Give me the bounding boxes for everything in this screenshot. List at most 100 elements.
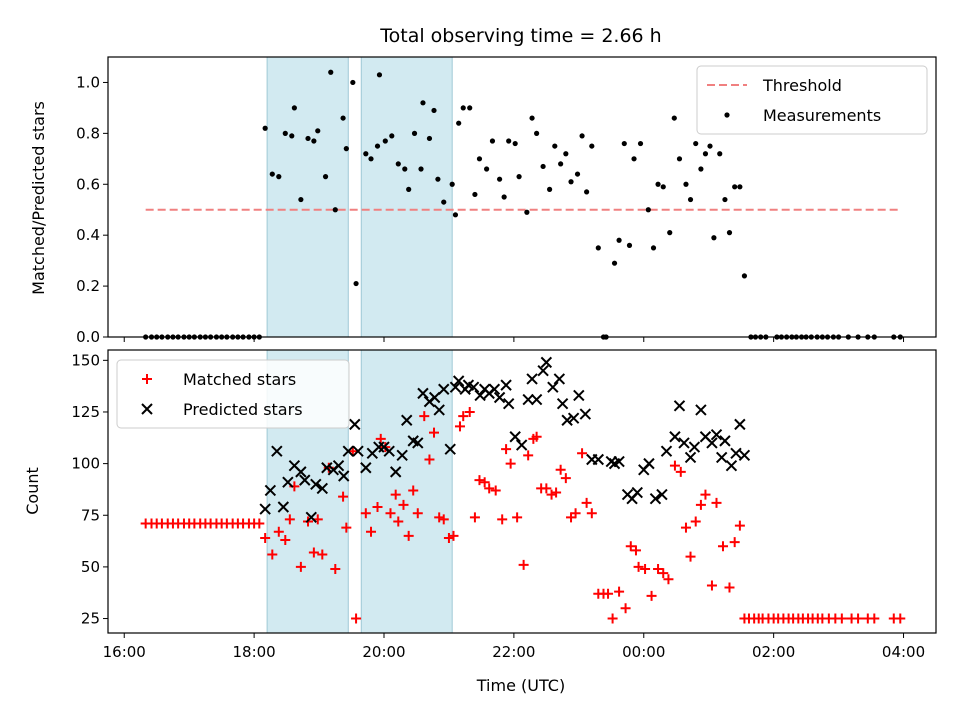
matched-stars-point bbox=[555, 464, 566, 475]
measurement-point bbox=[276, 174, 282, 180]
matched-stars-point bbox=[454, 421, 465, 432]
measurement-point bbox=[435, 176, 441, 182]
measurement-point bbox=[262, 125, 268, 131]
predicted-stars-point bbox=[277, 501, 290, 513]
measurement-point bbox=[395, 161, 401, 167]
measurement-point bbox=[291, 105, 297, 111]
measurement-point bbox=[512, 140, 518, 147]
measurement-point bbox=[501, 194, 507, 200]
predicted-stars-point bbox=[417, 387, 429, 400]
predicted-stars-point bbox=[310, 478, 322, 490]
matched-stars-point bbox=[586, 508, 597, 519]
predicted-stars-point bbox=[649, 493, 662, 505]
matched-stars-point bbox=[308, 547, 319, 558]
matched-stars-point bbox=[443, 532, 454, 543]
predicted-stars-point bbox=[338, 470, 350, 482]
predicted-stars-point bbox=[383, 445, 395, 457]
predicted-stars-point bbox=[656, 488, 668, 501]
predicted-stars-point bbox=[467, 381, 480, 393]
predicted-stars-point bbox=[592, 453, 605, 466]
bottom-series-matched-stars bbox=[140, 406, 906, 624]
chart-title: Total observing time = 2.66 h bbox=[379, 25, 661, 47]
measurement-point bbox=[584, 189, 590, 195]
matched-stars-point bbox=[448, 530, 459, 541]
measurement-point bbox=[449, 181, 455, 187]
measurement-point bbox=[472, 191, 478, 198]
measurement-point bbox=[269, 171, 275, 177]
predicted-stars-point bbox=[412, 437, 424, 449]
measurement-point bbox=[616, 237, 622, 243]
measurement-point bbox=[282, 130, 288, 136]
predicted-stars-point bbox=[553, 373, 566, 385]
matched-stars-point bbox=[479, 477, 490, 488]
predicted-stars-point bbox=[493, 391, 506, 404]
predicted-stars-point bbox=[299, 474, 311, 486]
measurement-point bbox=[298, 196, 304, 203]
legend-label: Predicted stars bbox=[183, 400, 303, 419]
bottom-y-tick-label: 100 bbox=[71, 455, 100, 473]
matched-stars-point bbox=[518, 559, 529, 570]
measurement-point bbox=[621, 140, 627, 147]
predicted-stars-point bbox=[389, 466, 402, 478]
matched-stars-point bbox=[375, 433, 386, 444]
predicted-stars-point bbox=[738, 449, 751, 462]
predicted-stars-point bbox=[488, 383, 501, 395]
bottom-panel: 25 50 75 100 125 150 16:00 18:00 20:00 22:00 00:00… bbox=[71, 349, 937, 661]
measurement-point bbox=[322, 174, 329, 180]
measurement-point bbox=[645, 207, 651, 213]
matched-stars-point bbox=[646, 590, 657, 601]
matched-stars-point bbox=[620, 603, 631, 614]
predicted-stars-point bbox=[316, 482, 329, 495]
predicted-stars-point bbox=[401, 414, 413, 426]
matched-stars-point bbox=[853, 613, 864, 624]
bottom-y-tick-label: 25 bbox=[81, 610, 100, 628]
x-tick-label: 04:00 bbox=[882, 643, 925, 661]
measurement-point bbox=[411, 130, 418, 136]
predicted-stars-point bbox=[271, 445, 283, 457]
matched-stars-point bbox=[458, 411, 469, 422]
measurement-point bbox=[496, 176, 503, 182]
matched-stars-point bbox=[469, 512, 480, 523]
measurement-point bbox=[382, 138, 388, 144]
predicted-stars-point bbox=[349, 418, 361, 431]
predicted-stars-point bbox=[500, 379, 512, 391]
matched-stars-point bbox=[531, 431, 542, 442]
matched-stars-point bbox=[706, 580, 717, 591]
measurement-point bbox=[717, 151, 723, 157]
matched-stars-point bbox=[403, 530, 414, 541]
measurement-point bbox=[540, 163, 546, 170]
matched-stars-point bbox=[393, 516, 404, 527]
predicted-stars-point bbox=[660, 445, 673, 457]
predicted-stars-point bbox=[428, 391, 441, 404]
matched-stars-point bbox=[640, 563, 651, 574]
measurement-point bbox=[340, 115, 346, 121]
predicted-stars-point bbox=[725, 459, 738, 472]
matched-stars-point bbox=[695, 499, 706, 510]
predicted-stars-point bbox=[259, 503, 271, 515]
bottom-legend-box bbox=[116, 359, 350, 429]
predicted-stars-point bbox=[688, 441, 701, 453]
measurement-point bbox=[698, 166, 704, 172]
matched-stars-point bbox=[630, 545, 641, 556]
matched-stars-point bbox=[653, 563, 664, 574]
measurement-point bbox=[574, 171, 581, 177]
predicted-stars-point bbox=[540, 356, 553, 369]
measurement-point bbox=[741, 273, 748, 279]
matched-stars-point bbox=[700, 489, 711, 500]
bottom-legend: Matched stars Predicted stars bbox=[116, 359, 350, 429]
measurement-point bbox=[311, 138, 317, 144]
x-tick-label: 18:00 bbox=[233, 643, 276, 661]
measurement-point bbox=[667, 230, 673, 236]
matched-stars-point bbox=[711, 497, 722, 508]
matched-stars-point bbox=[474, 475, 485, 486]
x-tick-label: 22:00 bbox=[492, 643, 535, 661]
matched-stars-point bbox=[607, 613, 618, 624]
top-y-tick-label: 1.0 bbox=[76, 73, 100, 91]
measurement-point bbox=[368, 156, 374, 162]
measurement-point bbox=[389, 133, 395, 139]
x-tick-label: 20:00 bbox=[362, 643, 405, 661]
predicted-stars-point bbox=[730, 447, 742, 459]
predicted-stars-point bbox=[396, 449, 408, 462]
matched-stars-point bbox=[464, 406, 475, 417]
matched-stars-point bbox=[284, 514, 295, 525]
